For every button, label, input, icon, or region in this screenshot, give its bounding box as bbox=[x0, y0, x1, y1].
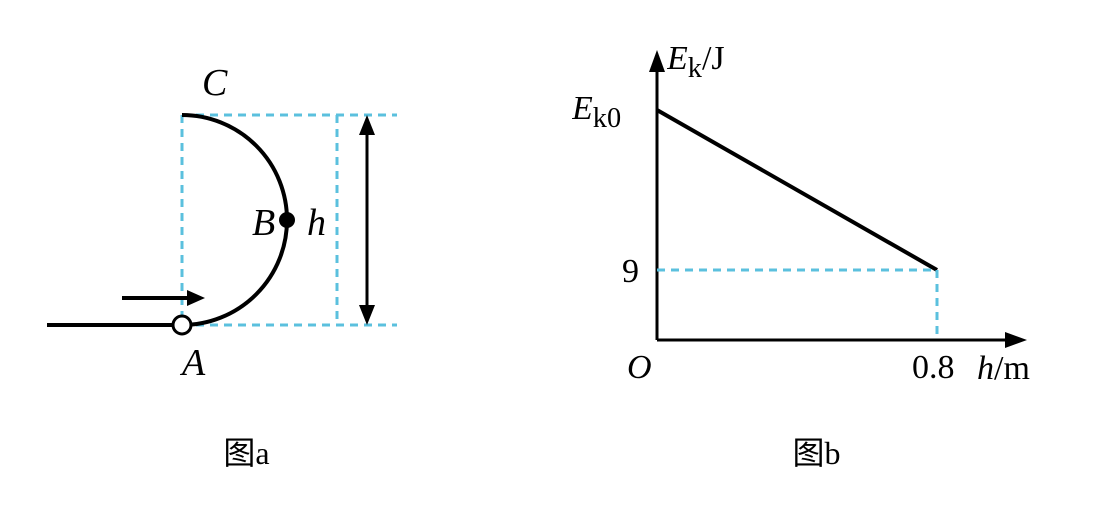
figure-a-caption: 图a bbox=[223, 428, 269, 474]
figure-b-caption: 图b bbox=[792, 428, 840, 474]
y-axis-label: Ek/J bbox=[667, 40, 787, 90]
h-arrow-top-icon bbox=[359, 115, 375, 135]
label-h: h bbox=[307, 202, 326, 244]
label-a: A bbox=[179, 342, 206, 384]
y-axis-arrow-icon bbox=[649, 50, 665, 72]
x-axis-label: h/m bbox=[977, 350, 1067, 400]
data-line bbox=[657, 110, 937, 270]
label-b: B bbox=[252, 202, 275, 244]
arrow-head-icon bbox=[187, 290, 205, 306]
point-a bbox=[173, 316, 191, 334]
origin-label: O bbox=[627, 349, 652, 386]
figure-a: C B A h 图a bbox=[47, 20, 447, 474]
point-b bbox=[279, 212, 295, 228]
h-arrow-bottom-icon bbox=[359, 305, 375, 325]
figure-a-svg: C B A h bbox=[47, 20, 447, 420]
x-axis-arrow-icon bbox=[1005, 332, 1027, 348]
x-tick-08: 0.8 bbox=[912, 349, 955, 386]
y-intercept-label: Ek0 bbox=[572, 90, 652, 140]
y-tick-9: 9 bbox=[622, 253, 639, 290]
label-c: C bbox=[202, 62, 228, 104]
figure-b-svg: Ek/J Ek0 9 O 0.8 h/m bbox=[567, 20, 1067, 420]
figure-b: Ek/J Ek0 9 O 0.8 h/m 图b bbox=[567, 20, 1067, 474]
figures-container: C B A h 图a Ek/J Ek0 bbox=[20, 20, 1093, 474]
